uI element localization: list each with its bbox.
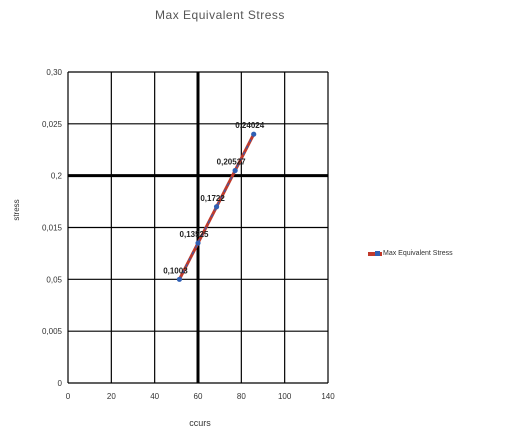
x-tick-label: 100 <box>278 392 292 401</box>
legend-marker-swatch <box>375 251 380 256</box>
data-label: 0,24024 <box>235 121 264 130</box>
chart-title: Max Equivalent Stress <box>155 8 285 22</box>
x-tick-label: 0 <box>66 392 71 401</box>
y-tick-label: 0 <box>58 379 63 388</box>
data-label: 0,13525 <box>180 230 209 239</box>
legend: Max Equivalent Stress <box>368 250 453 257</box>
x-tick-label: 140 <box>321 392 335 401</box>
x-tick-label: 40 <box>150 392 159 401</box>
y-tick-label: 0,005 <box>42 327 63 336</box>
legend-label: Max Equivalent Stress <box>383 250 453 257</box>
data-point <box>213 204 220 210</box>
y-tick-label: 0,025 <box>42 120 63 129</box>
series-line-overlay <box>178 133 255 280</box>
y-tick-label: 0,2 <box>51 172 63 181</box>
y-tick-label: 0,05 <box>46 275 62 284</box>
x-axis-title: ccurs <box>189 418 211 428</box>
x-tick-label: 80 <box>237 392 246 401</box>
data-point <box>251 131 257 137</box>
data-point <box>232 167 238 174</box>
data-point <box>195 240 201 246</box>
x-tick-label: 60 <box>194 392 203 401</box>
data-label: 0,20527 <box>217 157 246 166</box>
data-label: 0,1722 <box>200 194 225 203</box>
y-tick-label: 0,30 <box>46 68 62 77</box>
x-tick-label: 20 <box>107 392 116 401</box>
data-point <box>176 276 183 282</box>
data-label: 0,1003 <box>163 266 188 275</box>
y-tick-label: 0,015 <box>42 224 63 233</box>
